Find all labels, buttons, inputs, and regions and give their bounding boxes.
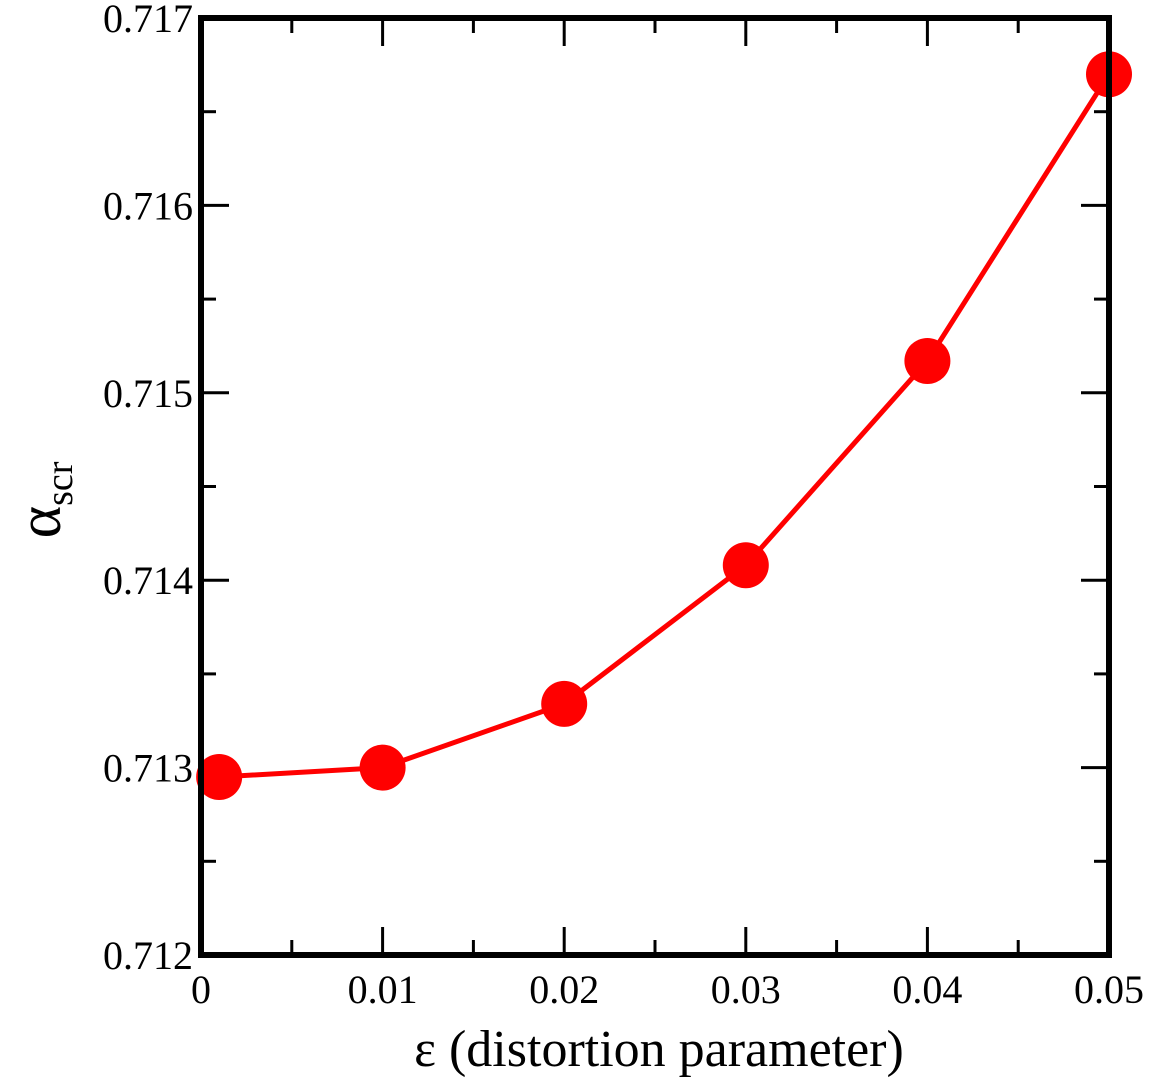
x-tick-label: 0.04 [892,967,962,1012]
x-tick-label: 0.01 [348,967,418,1012]
x-tick-label: 0.02 [529,967,599,1012]
y-tick-label: 0.715 [103,371,193,416]
y-tick-label: 0.717 [103,0,193,41]
x-tick-label: 0 [191,967,211,1012]
y-tick-label: 0.712 [103,933,193,978]
y-tick-label: 0.716 [103,183,193,228]
y-axis-title-main: α [6,506,74,538]
y-tick-label: 0.714 [103,558,193,603]
x-tick-labels: 0 0.01 0.02 0.03 0.04 0.05 [191,967,1144,1012]
data-point [904,337,951,384]
x-axis-title: ε (distortion parameter) [414,1021,904,1078]
series-layer [196,51,1132,800]
x-tick-label: 0.05 [1074,967,1144,1012]
y-tick-labels: 0.712 0.713 0.714 0.715 0.716 0.717 [103,0,193,978]
y-axis-title: αscr [6,461,81,538]
y-tick-label: 0.713 [103,746,193,791]
x-tick-label: 0.03 [711,967,781,1012]
series-line [219,72,1112,780]
svg-text:αscr: αscr [6,461,81,538]
data-point [541,680,588,727]
data-point [359,744,406,791]
data-point [722,542,769,589]
y-axis-title-subscript: scr [39,461,81,506]
axis-ticks [199,16,1111,957]
data-point [196,753,243,800]
plot-frame [198,15,1112,958]
